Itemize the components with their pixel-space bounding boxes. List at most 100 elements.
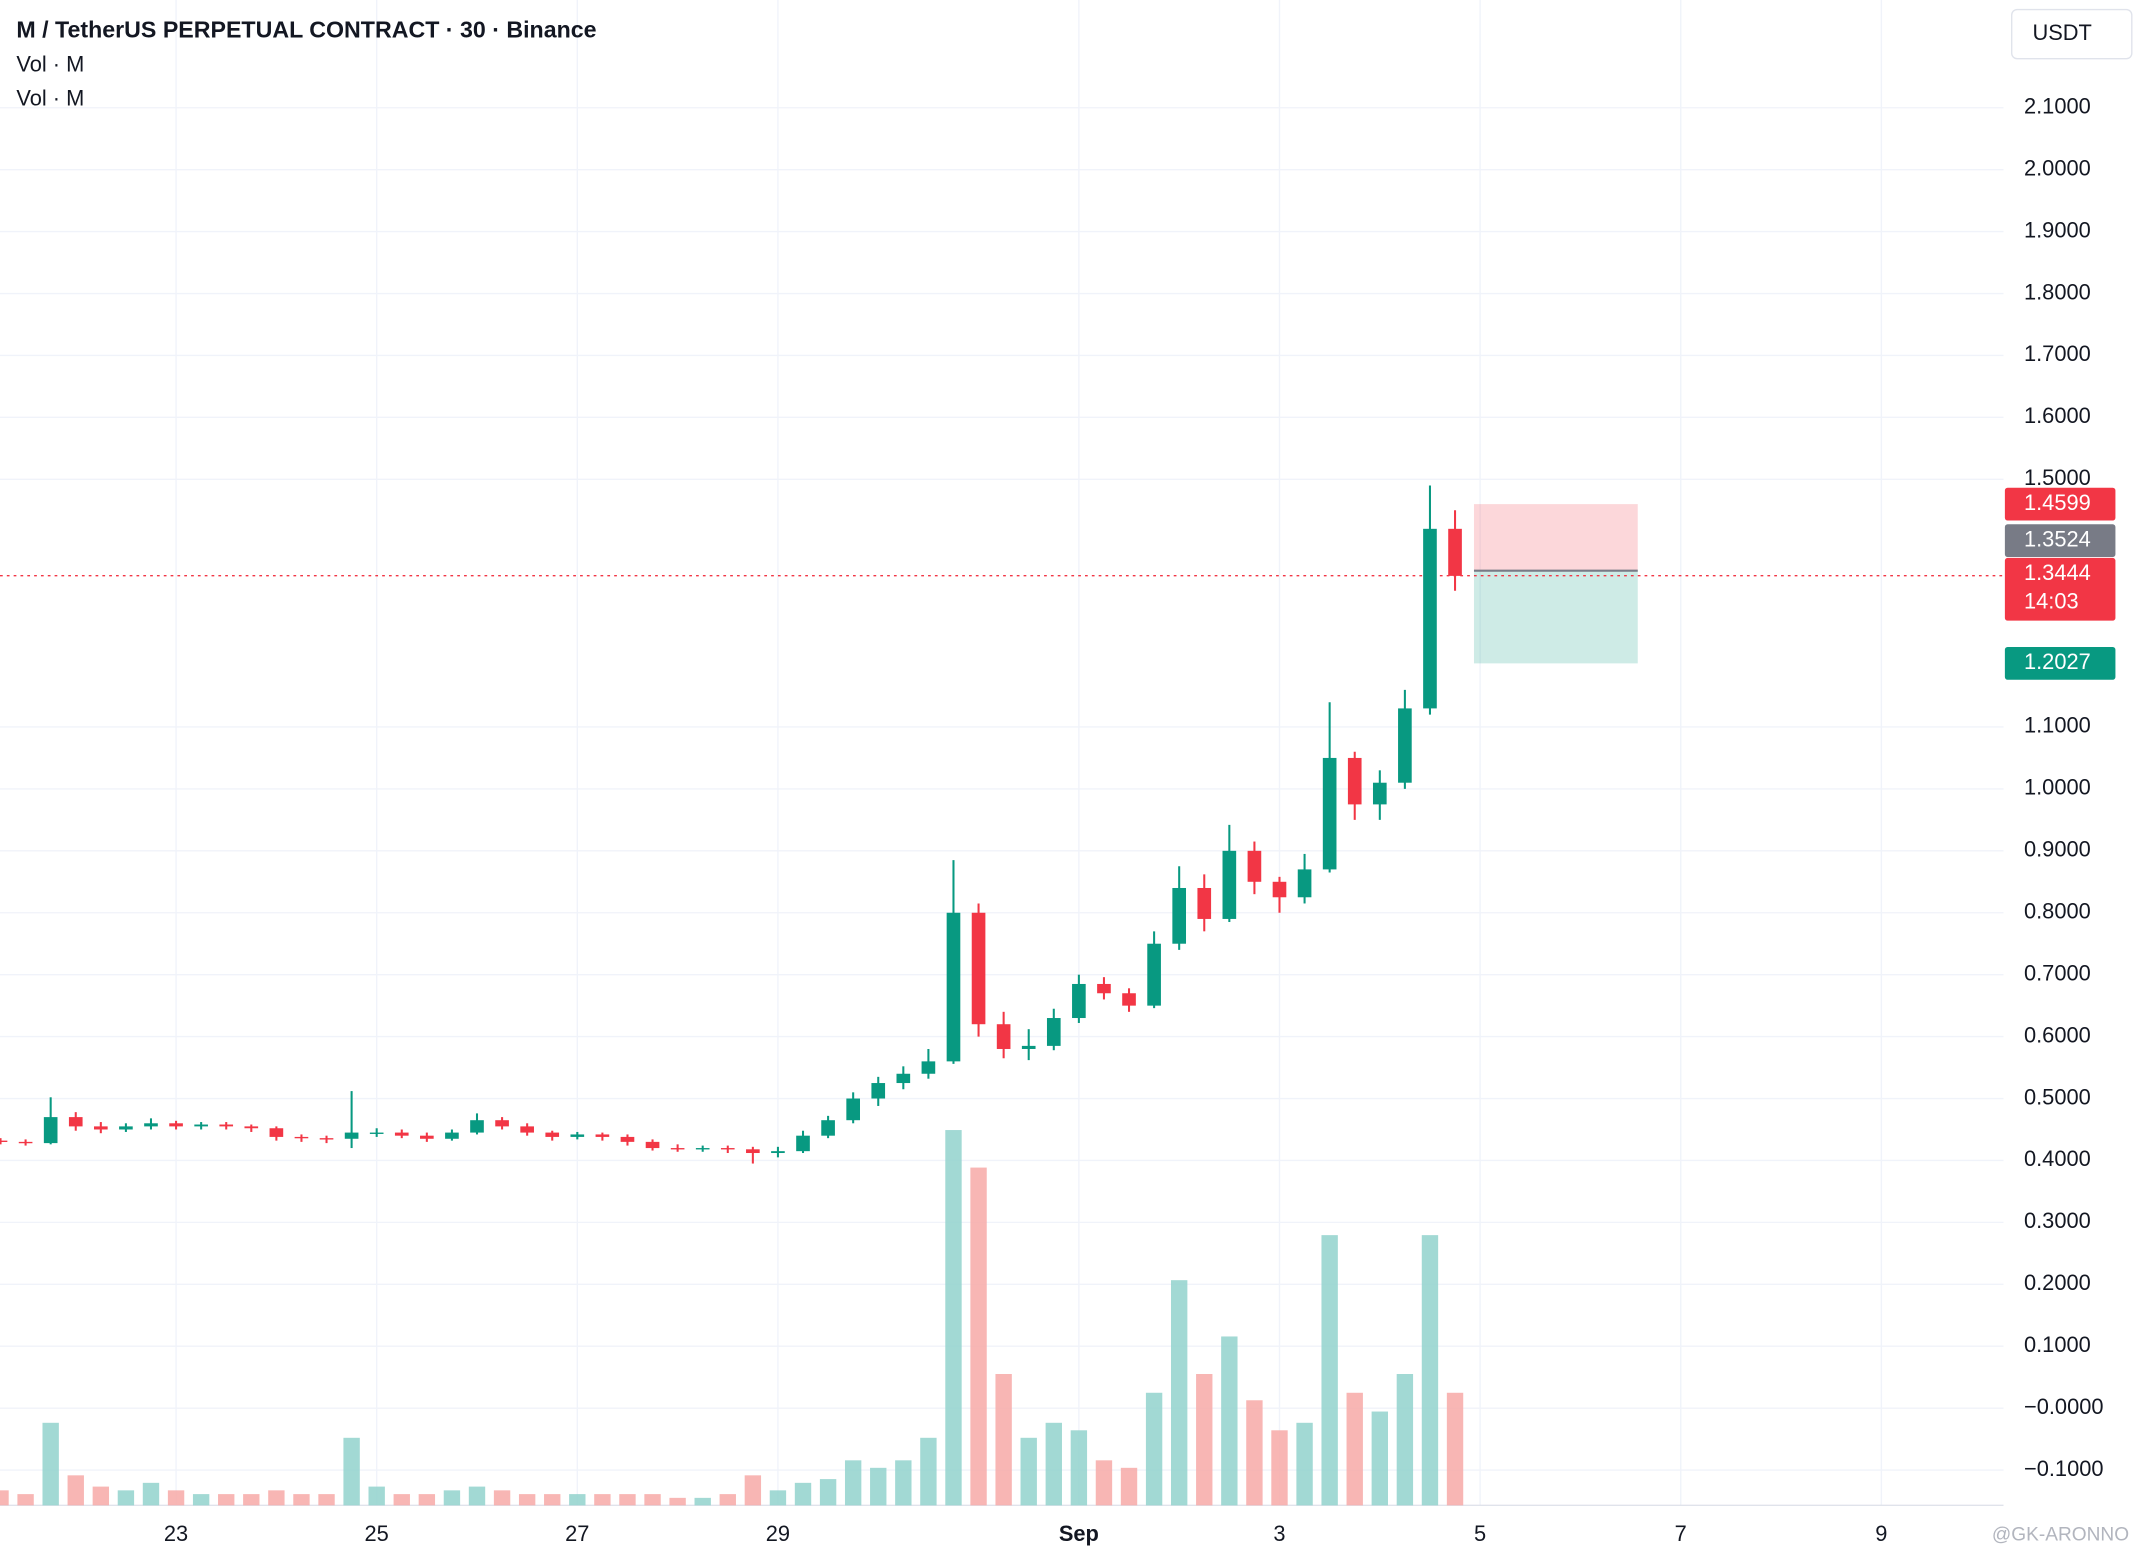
y-tick-label: 2.0000 bbox=[2024, 155, 2091, 180]
candle-body bbox=[169, 1123, 183, 1127]
volume-bar bbox=[1095, 1460, 1113, 1506]
candle-body bbox=[1423, 528, 1437, 709]
indicator-label[interactable]: Vol · M bbox=[16, 51, 84, 76]
watermark: @GK-ARONNO bbox=[1992, 1524, 2129, 1545]
candle-body bbox=[695, 1148, 710, 1150]
volume-bar bbox=[920, 1437, 937, 1506]
candle-body bbox=[144, 1123, 158, 1127]
candle-body bbox=[1448, 528, 1462, 576]
candle-body bbox=[570, 1134, 585, 1137]
stop-zone bbox=[1473, 504, 1638, 571]
currency-label[interactable]: USDT bbox=[2032, 20, 2091, 45]
candle-body bbox=[244, 1126, 259, 1129]
volume-bar bbox=[970, 1167, 987, 1506]
volume-bar bbox=[644, 1494, 661, 1506]
volume-bar bbox=[619, 1494, 636, 1506]
volume-bar bbox=[92, 1486, 110, 1506]
candle-body bbox=[921, 1061, 936, 1074]
y-tick-label: −0.1000 bbox=[2024, 1456, 2104, 1481]
candle-body bbox=[269, 1128, 284, 1137]
volume-bar bbox=[1120, 1467, 1138, 1506]
volume-bar bbox=[1421, 1235, 1439, 1506]
volume-bar bbox=[468, 1486, 486, 1506]
y-tick-label: 0.1000 bbox=[2024, 1332, 2091, 1357]
y-tick-label: 0.2000 bbox=[2024, 1270, 2091, 1295]
y-tick-label: 0.5000 bbox=[2024, 1084, 2091, 1109]
x-tick-label: 9 bbox=[1875, 1521, 1887, 1546]
indicator-label[interactable]: Vol · M bbox=[16, 85, 84, 110]
volume-bar bbox=[318, 1494, 335, 1506]
candle-body bbox=[1172, 887, 1187, 944]
price-tag bbox=[2004, 647, 2116, 680]
volume-bar bbox=[1246, 1400, 1263, 1506]
candle-body bbox=[319, 1138, 334, 1140]
candles bbox=[0, 485, 1462, 1164]
candle-body bbox=[746, 1149, 760, 1154]
volume-bar bbox=[744, 1475, 762, 1506]
candle-body bbox=[495, 1120, 509, 1127]
currency-button[interactable] bbox=[2011, 8, 2133, 60]
candle-body bbox=[595, 1134, 610, 1137]
candle-body bbox=[369, 1132, 384, 1134]
price-tag bbox=[2004, 487, 2116, 521]
volume-layer bbox=[0, 1130, 1464, 1506]
candle-body bbox=[1197, 887, 1212, 919]
volume-bar bbox=[167, 1490, 185, 1506]
volume-bar bbox=[844, 1460, 862, 1506]
candle-body bbox=[445, 1132, 459, 1139]
candle-body bbox=[1322, 757, 1337, 870]
candle-body bbox=[796, 1135, 810, 1152]
volume-bar bbox=[1221, 1336, 1238, 1506]
candle-body bbox=[119, 1126, 133, 1130]
volume-bar bbox=[1145, 1392, 1163, 1506]
y-tick-label: 1.8000 bbox=[2024, 279, 2091, 304]
labels: M / TetherUS PERPETUAL CONTRACT · 30 · B… bbox=[16, 8, 2133, 1546]
y-tick-label: 0.4000 bbox=[2024, 1146, 2091, 1171]
volume-bar bbox=[243, 1494, 260, 1506]
volume-bar bbox=[142, 1482, 160, 1506]
volume-bar bbox=[1371, 1411, 1388, 1506]
y-tick-label: 0.7000 bbox=[2024, 960, 2091, 985]
candle-body bbox=[1097, 983, 1111, 994]
candle-body bbox=[94, 1126, 108, 1130]
candle-body bbox=[1021, 1045, 1036, 1049]
candle-body bbox=[1398, 708, 1412, 783]
candle-body bbox=[0, 1140, 8, 1142]
candle-body bbox=[1247, 850, 1262, 882]
candle-body bbox=[1222, 850, 1237, 919]
volume-bar bbox=[1020, 1437, 1037, 1506]
volume-bar bbox=[669, 1497, 686, 1506]
candle-body bbox=[194, 1124, 208, 1127]
y-tick-label: 0.6000 bbox=[2024, 1022, 2091, 1047]
target-zone bbox=[1473, 570, 1638, 664]
chart-title: M / TetherUS PERPETUAL CONTRACT · 30 · B… bbox=[16, 17, 596, 43]
x-tick-label: 5 bbox=[1474, 1521, 1486, 1546]
candle-body bbox=[771, 1151, 785, 1154]
volume-bar bbox=[1446, 1392, 1464, 1506]
candle-body bbox=[219, 1124, 234, 1127]
candle-body bbox=[645, 1141, 660, 1149]
volume-bar bbox=[1196, 1374, 1213, 1506]
candle-body bbox=[620, 1136, 635, 1142]
volume-bar bbox=[870, 1467, 887, 1506]
candle-body bbox=[1297, 869, 1312, 898]
candle-body bbox=[43, 1117, 58, 1144]
volume-bar bbox=[42, 1422, 59, 1506]
candle-body bbox=[1372, 782, 1387, 805]
volume-bar bbox=[769, 1490, 787, 1506]
x-tick-label: Sep bbox=[1059, 1521, 1099, 1546]
candle-body bbox=[871, 1083, 886, 1099]
candle-body bbox=[545, 1132, 560, 1137]
volume-bar bbox=[1296, 1422, 1313, 1506]
candle-body bbox=[971, 912, 986, 1025]
volume-bar bbox=[1346, 1392, 1363, 1506]
volume-bar bbox=[819, 1479, 837, 1506]
volume-bar bbox=[1321, 1235, 1338, 1506]
volume-bar bbox=[192, 1494, 210, 1506]
y-tick-label: 0.9000 bbox=[2024, 837, 2091, 862]
position-tool[interactable] bbox=[0, 504, 2004, 664]
x-tick-label: 29 bbox=[766, 1521, 790, 1546]
volume-bar bbox=[218, 1494, 235, 1506]
y-tick-label: −0.0000 bbox=[2024, 1394, 2104, 1419]
volume-bar bbox=[1045, 1422, 1062, 1506]
